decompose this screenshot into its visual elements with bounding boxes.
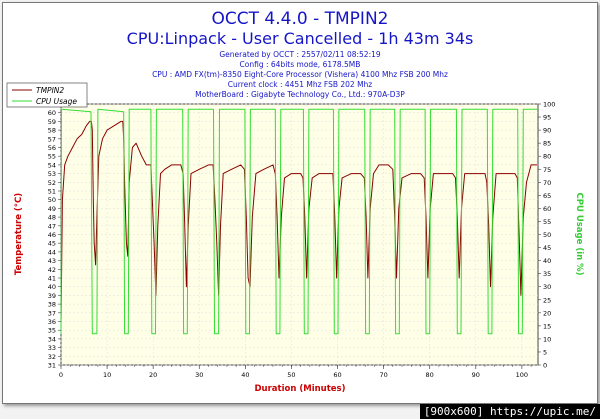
info-line-generated: Generated by OCCT : 2557/02/11 08:52:19 <box>219 50 381 59</box>
y2-tick-label: 75 <box>543 166 551 174</box>
y2-tick-label: 70 <box>543 179 551 187</box>
y-tick-label: 35 <box>48 327 56 335</box>
x-tick-label: 90 <box>472 371 480 379</box>
y2-tick-label: 5 <box>543 348 547 356</box>
y-tick-label: 44 <box>48 248 56 256</box>
y-axis-label: Temperature (°C) <box>14 193 24 275</box>
y2-tick-label: 85 <box>543 140 551 148</box>
chart-frame: OCCT 4.4.0 - TMPIN2 CPU:Linpack - User C… <box>2 2 598 404</box>
legend-label-tmpin2: TMPIN2 <box>36 86 64 95</box>
y2-tick-label: 25 <box>543 296 551 304</box>
info-line-cpu: CPU : AMD FX(tm)-8350 Eight-Core Process… <box>152 70 448 79</box>
y-tick-label: 57 <box>48 135 56 143</box>
x-tick-label: 100 <box>516 371 528 379</box>
y-tick-label: 55 <box>48 153 56 161</box>
x-tick-label: 70 <box>379 371 387 379</box>
info-line-clock: Current clock : 4451 Mhz FSB 202 Mhz <box>228 80 373 89</box>
x-tick-label: 60 <box>333 371 341 379</box>
y-tick-label: 60 <box>48 109 56 117</box>
x-tick-label: 30 <box>195 371 203 379</box>
y-tick-label: 58 <box>48 127 56 135</box>
y-tick-label: 38 <box>48 301 56 309</box>
y-tick-label: 51 <box>48 188 56 196</box>
y-tick-label: 39 <box>48 292 56 300</box>
y-tick-label: 56 <box>48 144 56 152</box>
x-tick-label: 20 <box>149 371 157 379</box>
y2-tick-label: 0 <box>543 362 547 370</box>
chart: OCCT 4.4.0 - TMPIN2 CPU:Linpack - User C… <box>6 9 584 394</box>
x-tick-label: 10 <box>103 371 111 379</box>
y2-tick-label: 55 <box>543 218 551 226</box>
y-tick-label: 49 <box>48 205 56 213</box>
x-axis-label: Duration (Minutes) <box>255 384 346 394</box>
y-tick-label: 47 <box>48 222 56 230</box>
legend: TMPIN2 CPU Usage <box>6 82 88 108</box>
y2-tick-label: 60 <box>543 205 551 213</box>
y-tick-label: 43 <box>48 257 56 265</box>
y-tick-label: 40 <box>48 283 56 291</box>
y-tick-label: 52 <box>48 179 56 187</box>
watermark: [900x600] https://upic.me/ <box>419 404 600 419</box>
y2-axis-label: CPU Usage (in %) <box>574 192 584 275</box>
x-tick-label: 0 <box>59 371 63 379</box>
info-line-motherboard: MotherBoard : Gigabyte Technology Co., L… <box>195 90 405 99</box>
legend-box <box>6 82 88 108</box>
legend-label-cpu-usage: CPU Usage <box>36 97 77 106</box>
y2-tick-label: 90 <box>543 127 551 135</box>
y2-tick-label: 10 <box>543 335 551 343</box>
y2-tick-label: 95 <box>543 114 551 122</box>
y-tick-label: 54 <box>48 161 56 169</box>
y-tick-label: 37 <box>48 309 56 317</box>
y-tick-label: 34 <box>48 335 56 343</box>
y-tick-label: 48 <box>48 214 56 222</box>
y2-tick-label: 65 <box>543 192 551 200</box>
y2-tick-label: 45 <box>543 244 551 252</box>
y-tick-label: 41 <box>48 275 56 283</box>
series-cpu-usage <box>60 108 538 335</box>
y2-tick-label: 50 <box>543 231 551 239</box>
y-tick-label: 46 <box>48 231 56 239</box>
chart-title: OCCT 4.4.0 - TMPIN2 <box>212 9 389 29</box>
y-tick-label: 33 <box>48 344 56 352</box>
axes-layer: 3132333435363738394041424344454647484950… <box>48 101 556 380</box>
chart-subtitle: CPU:Linpack - User Cancelled - 1h 43m 34… <box>127 29 474 48</box>
y-tick-label: 45 <box>48 240 56 248</box>
y-tick-label: 32 <box>48 353 56 361</box>
y-tick-label: 50 <box>48 196 56 204</box>
y-tick-label: 36 <box>48 318 56 326</box>
series-layer <box>60 108 538 335</box>
y2-tick-label: 40 <box>543 257 551 265</box>
x-tick-label: 80 <box>426 371 434 379</box>
y-tick-label: 31 <box>48 362 56 370</box>
y-tick-label: 59 <box>48 118 56 126</box>
y2-tick-label: 15 <box>543 322 551 330</box>
y2-tick-label: 20 <box>543 309 551 317</box>
y2-tick-label: 80 <box>543 153 551 161</box>
y2-tick-label: 35 <box>543 270 551 278</box>
y2-tick-label: 30 <box>543 283 551 291</box>
y2-tick-label: 100 <box>543 101 555 109</box>
x-tick-label: 40 <box>241 371 249 379</box>
y-tick-label: 42 <box>48 266 56 274</box>
x-tick-label: 50 <box>287 371 295 379</box>
info-line-config: Config : 64bits mode, 6178.5MB <box>240 60 361 69</box>
y-tick-label: 53 <box>48 170 56 178</box>
